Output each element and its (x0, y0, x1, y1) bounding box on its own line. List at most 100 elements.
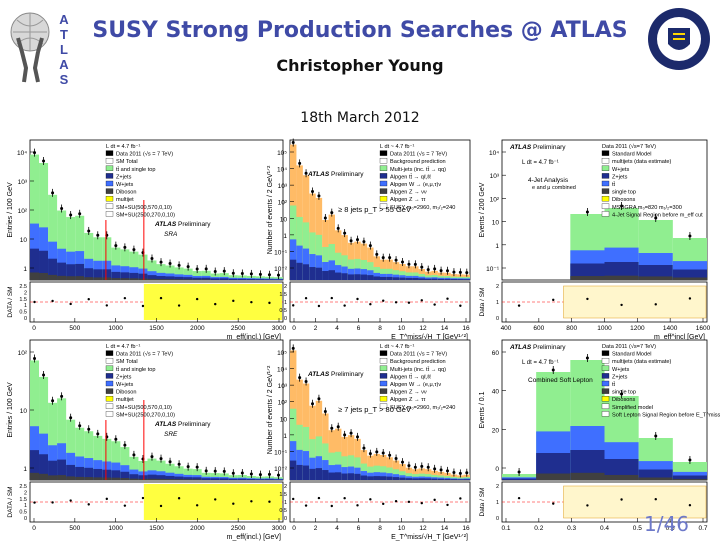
data-point (688, 234, 692, 238)
ratio-tick-label: 0 (284, 316, 287, 322)
histogram-bar (138, 254, 148, 280)
ratio-point (654, 303, 657, 306)
y-tick-label: 10³ (278, 383, 288, 390)
data-point (439, 269, 443, 273)
talk-date: 18th March 2012 (300, 110, 420, 126)
data-point (551, 368, 555, 372)
ratio-point (620, 498, 623, 501)
histogram-bar (165, 463, 175, 480)
x-tick-label: 1000 (597, 325, 612, 332)
x-tick-label: 0.2 (534, 525, 543, 532)
x-tick-label: 2 (314, 325, 318, 332)
histogram-bar (360, 475, 368, 480)
legend-entry: Alpgen tt̄ → qℓ,ℓℓ (390, 174, 431, 181)
legend-entry: Diboson (116, 190, 137, 196)
histogram-bar (156, 475, 166, 480)
data-point (585, 210, 589, 214)
data-point (114, 244, 118, 248)
data-point (87, 427, 91, 431)
histogram-bar (30, 248, 40, 280)
ratio-tick-label: 0 (496, 316, 499, 322)
legend-entry: W+jets (116, 182, 133, 188)
y-tick-label: 10⁴ (277, 367, 287, 374)
x-tick-label: 400 (501, 325, 512, 332)
data-point (330, 211, 334, 215)
histogram-bar (302, 465, 310, 480)
histogram-bar (431, 278, 438, 280)
x-tick-label: 500 (69, 325, 80, 332)
histogram-bar (380, 276, 387, 280)
x-tick-label: 1000 (108, 525, 123, 532)
ratio-point (304, 504, 308, 507)
ratio-axis-label: Data / SM (479, 488, 486, 517)
x-tick-label: 8 (378, 525, 382, 532)
data-point (323, 410, 327, 414)
histogram-bar (192, 279, 202, 280)
data-point (413, 465, 417, 469)
legend-entry: Dibosons (612, 197, 636, 203)
histogram-bar (672, 475, 707, 480)
histogram-bar (335, 272, 342, 280)
histogram-bar (138, 273, 148, 280)
data-point (368, 244, 372, 248)
ratio-tick-label: 2.5 (19, 484, 27, 490)
y-tick-label: 10⁻¹ (274, 449, 288, 456)
histogram-bar (192, 277, 202, 280)
ratio-tick-label: 2 (496, 284, 499, 290)
ratio-point (394, 499, 398, 503)
histogram-bar (39, 163, 49, 280)
legend-swatch (601, 158, 610, 164)
y-axis-label: Number of events / 2 GeV¹ᐟ² (267, 165, 274, 254)
histogram-bar (309, 254, 316, 280)
histogram-bar (425, 478, 432, 480)
data-point (267, 472, 271, 476)
histogram-bar (672, 277, 707, 280)
legend-swatch (379, 180, 388, 187)
legend-swatch (379, 396, 388, 402)
histogram-bar (111, 247, 121, 280)
histogram-bar (425, 278, 432, 280)
histogram-bar (437, 278, 445, 280)
legend-swatch (379, 158, 388, 164)
histogram-bar (84, 431, 94, 480)
atlas-letter: L (60, 42, 68, 57)
histogram-bar (165, 479, 175, 480)
histogram-bar (192, 477, 202, 480)
y-tick-label: 10⁴ (277, 167, 287, 174)
legend-entry: L dt = 4.7 fb⁻¹ (106, 144, 140, 150)
ratio-tick-label: 2 (24, 490, 27, 496)
ratio-uncertainty-band (143, 484, 282, 520)
histogram-bar (210, 473, 220, 480)
data-point (291, 141, 295, 145)
legend-swatch (105, 158, 114, 164)
legend-swatch (105, 411, 114, 417)
histogram-bar (219, 478, 229, 480)
atlas-letter: T (60, 27, 68, 42)
histogram-bar (84, 467, 94, 480)
y-tick-label: 20 (492, 427, 500, 434)
histogram-bar (638, 477, 673, 480)
legend-swatch (601, 403, 610, 409)
histogram-bar (341, 273, 348, 280)
histogram-bar (66, 464, 76, 480)
data-point (413, 262, 417, 266)
x-tick-label: 4 (335, 325, 339, 332)
data-point (159, 457, 163, 461)
data-point (51, 191, 55, 195)
data-point (330, 426, 334, 430)
histogram-bar (246, 478, 256, 480)
data-point (123, 443, 127, 447)
y-tick-label: 10³ (18, 179, 28, 186)
legend-swatch (105, 396, 114, 402)
data-point (362, 446, 366, 450)
histogram-bar (129, 272, 139, 280)
histogram-bar (373, 272, 380, 280)
data-point (186, 265, 190, 269)
histogram-bar (302, 264, 310, 280)
ratio-point (620, 303, 623, 307)
legend-swatch (601, 350, 610, 356)
histogram-bar (66, 276, 76, 280)
legend-swatch (105, 358, 114, 364)
histogram-bar (30, 272, 40, 280)
ratio-point (517, 304, 521, 307)
